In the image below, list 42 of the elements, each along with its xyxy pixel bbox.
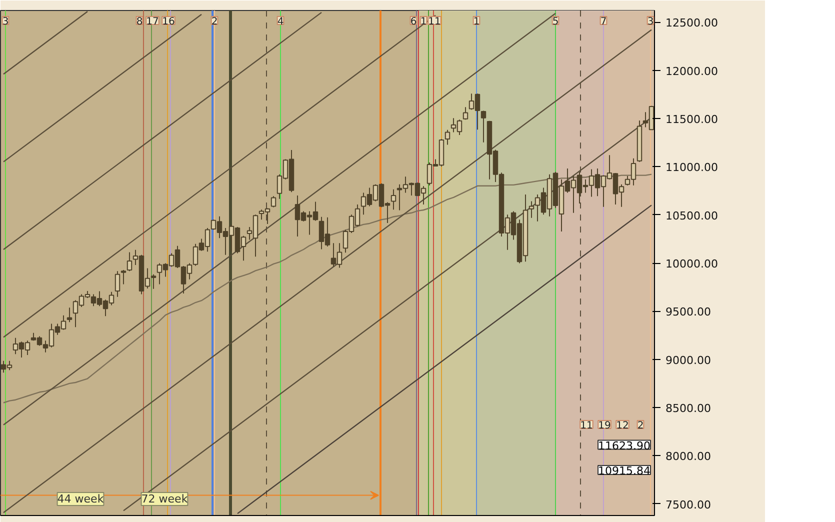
annotation: 16 xyxy=(162,16,175,28)
annotation: 44 week xyxy=(57,492,104,506)
y-tick-label: 10000.00 xyxy=(666,258,718,270)
y-tick-label: 11500.00 xyxy=(666,112,718,126)
annotation: 4 xyxy=(277,16,284,28)
annotation: 2 xyxy=(211,16,218,28)
candlestick xyxy=(114,270,120,298)
y-tick-label: 12000.00 xyxy=(666,64,718,78)
y-tick-label: 9500.00 xyxy=(666,306,711,319)
annotation: 17 xyxy=(146,16,159,28)
candlestick xyxy=(390,188,396,210)
candlestick xyxy=(150,274,156,290)
candlestick xyxy=(270,196,276,208)
annotation: 11623.90 xyxy=(598,439,651,452)
y-tick-label: 11000.00 xyxy=(666,161,718,174)
annotation: 72 week xyxy=(141,492,188,506)
y-tick-label: 7500.00 xyxy=(666,498,711,512)
annotation: 5 xyxy=(552,16,559,28)
annotation: 1 xyxy=(420,16,427,28)
annotation: 19 xyxy=(598,420,611,432)
annotation: 6 xyxy=(410,16,417,28)
y-tick-label: 10500.00 xyxy=(666,209,718,222)
y-tick-label: 9000.00 xyxy=(666,354,711,367)
candlestick xyxy=(126,252,132,272)
candlestick xyxy=(66,307,72,323)
annotation: 11 xyxy=(428,16,441,28)
annotation: 11 xyxy=(580,420,593,432)
candlestick xyxy=(444,129,450,146)
y-tick-label: 8000.00 xyxy=(666,450,711,464)
annotation: 2 xyxy=(637,420,644,432)
candlestick xyxy=(528,200,534,218)
annotation: 7 xyxy=(600,16,607,28)
annotation: 3 xyxy=(647,16,654,28)
annotation: 12 xyxy=(616,420,629,432)
annotation: 8 xyxy=(136,16,143,28)
y-tick-label: 12500.00 xyxy=(666,16,718,30)
annotation: 1 xyxy=(473,16,480,28)
annotation: 3 xyxy=(2,16,9,28)
candlestick xyxy=(120,270,126,285)
y-tick-label: 8500.00 xyxy=(666,402,711,416)
candlestick xyxy=(462,106,468,120)
candlestick xyxy=(480,110,486,143)
